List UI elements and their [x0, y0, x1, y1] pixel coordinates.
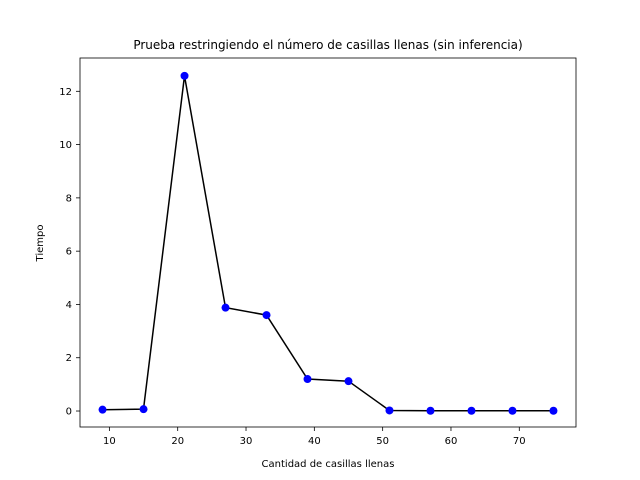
x-tick-label: 70 [513, 436, 526, 447]
data-point [344, 377, 353, 386]
x-tick-label: 10 [103, 436, 116, 447]
series-line [102, 75, 554, 412]
data-point [139, 405, 148, 414]
series-layer [98, 71, 558, 415]
data-point [467, 406, 476, 415]
data-point [98, 405, 107, 414]
y-tick-label: 8 [66, 193, 72, 204]
y-axis: 0 2 4 6 8 10 12 [59, 87, 80, 418]
data-point [180, 71, 189, 80]
x-tick-label: 60 [445, 436, 458, 447]
plot-frame [79, 57, 577, 428]
data-point [303, 375, 312, 384]
x-axis: 10 20 30 40 50 60 70 [103, 427, 526, 447]
data-point [221, 303, 230, 312]
data-point [262, 311, 271, 320]
data-point [549, 406, 558, 415]
y-tick-label: 10 [59, 140, 72, 151]
x-tick-label: 40 [308, 436, 321, 447]
y-tick-label: 0 [66, 407, 72, 418]
data-point [426, 406, 435, 415]
data-point [385, 406, 394, 415]
x-tick-label: 30 [240, 436, 253, 447]
y-tick-label: 6 [66, 247, 72, 258]
y-tick-label: 2 [66, 353, 72, 364]
plot-area [79, 57, 577, 428]
y-tick-label: 4 [66, 300, 72, 311]
y-tick-label: 12 [59, 87, 72, 98]
chart-title: Prueba restringiendo el número de casill… [133, 38, 522, 52]
x-tick-label: 20 [171, 436, 184, 447]
y-axis-label: Tiempo [35, 225, 46, 263]
x-axis-label: Cantidad de casillas llenas [262, 459, 395, 470]
data-point [508, 406, 517, 415]
x-tick-label: 50 [376, 436, 389, 447]
